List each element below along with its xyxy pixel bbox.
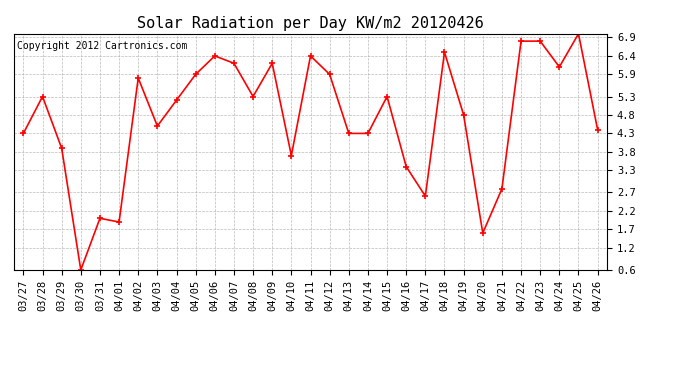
Title: Solar Radiation per Day KW/m2 20120426: Solar Radiation per Day KW/m2 20120426 (137, 16, 484, 31)
Text: Copyright 2012 Cartronics.com: Copyright 2012 Cartronics.com (17, 41, 187, 51)
